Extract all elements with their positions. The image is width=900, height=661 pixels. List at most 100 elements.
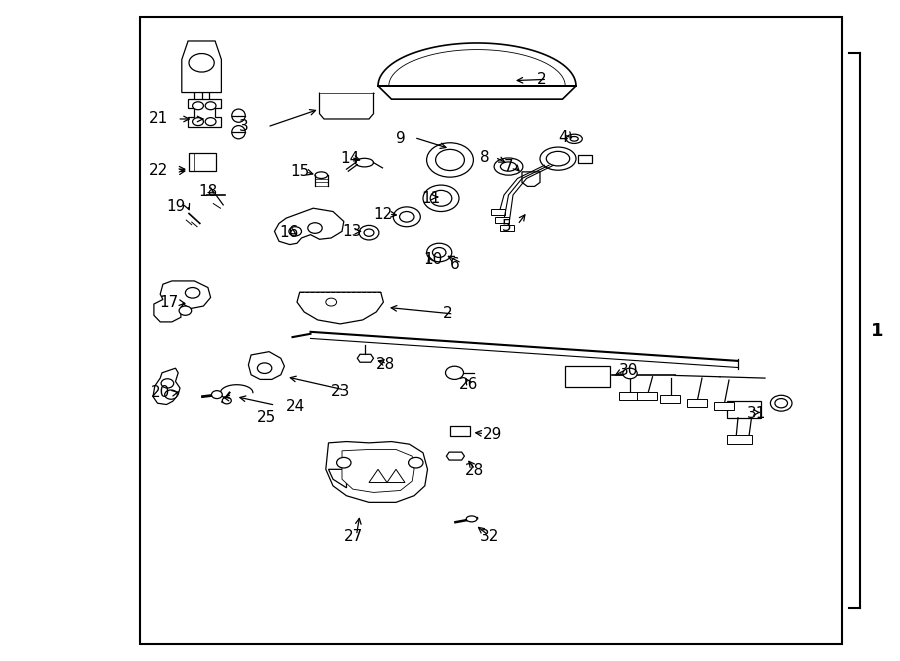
Circle shape: [222, 397, 231, 404]
Circle shape: [193, 118, 203, 126]
Text: 3: 3: [238, 120, 248, 134]
Circle shape: [179, 306, 192, 315]
Text: 9: 9: [396, 132, 406, 146]
Text: 32: 32: [480, 529, 500, 544]
Bar: [687, 399, 707, 407]
Ellipse shape: [400, 212, 414, 222]
Text: 31: 31: [747, 406, 767, 420]
Bar: [727, 401, 761, 418]
Bar: [450, 426, 470, 436]
Polygon shape: [297, 292, 383, 324]
Ellipse shape: [500, 162, 517, 171]
Bar: [495, 217, 509, 223]
Text: 27: 27: [344, 529, 363, 544]
Ellipse shape: [232, 126, 245, 139]
Ellipse shape: [436, 149, 464, 171]
Polygon shape: [274, 208, 344, 245]
Text: 23: 23: [331, 384, 351, 399]
Text: 4: 4: [558, 130, 568, 145]
Polygon shape: [188, 99, 220, 127]
Ellipse shape: [427, 243, 452, 262]
Circle shape: [161, 379, 174, 388]
Ellipse shape: [546, 151, 570, 166]
Text: 19: 19: [166, 199, 186, 214]
Ellipse shape: [232, 109, 245, 122]
Text: 13: 13: [342, 224, 362, 239]
Text: 28: 28: [376, 358, 395, 372]
Text: 11: 11: [421, 191, 440, 206]
Circle shape: [623, 368, 637, 379]
Polygon shape: [182, 41, 221, 93]
Ellipse shape: [432, 247, 446, 257]
Ellipse shape: [430, 190, 452, 206]
Polygon shape: [328, 469, 346, 488]
Text: 10: 10: [423, 252, 442, 266]
Text: 15: 15: [291, 165, 310, 179]
Circle shape: [205, 102, 216, 110]
Ellipse shape: [315, 172, 328, 178]
Text: 28: 28: [465, 463, 484, 478]
Bar: [500, 225, 514, 231]
Circle shape: [189, 54, 214, 72]
Text: 2: 2: [443, 307, 453, 321]
Polygon shape: [248, 352, 284, 379]
Bar: [189, 153, 216, 171]
Text: 21: 21: [148, 112, 167, 126]
Bar: [565, 366, 610, 387]
Ellipse shape: [540, 147, 576, 170]
Bar: [491, 209, 505, 215]
Bar: [714, 402, 734, 410]
Text: 12: 12: [374, 208, 392, 222]
Text: 16: 16: [279, 225, 299, 240]
Circle shape: [326, 298, 337, 306]
Text: 30: 30: [619, 363, 639, 377]
Circle shape: [775, 399, 788, 408]
Text: 7: 7: [504, 159, 514, 174]
Ellipse shape: [494, 158, 523, 175]
Polygon shape: [153, 368, 180, 405]
Circle shape: [337, 457, 351, 468]
Ellipse shape: [566, 134, 582, 143]
Circle shape: [257, 363, 272, 373]
Ellipse shape: [393, 207, 420, 227]
Text: 1: 1: [871, 321, 884, 340]
Polygon shape: [357, 354, 374, 362]
Circle shape: [308, 223, 322, 233]
Circle shape: [409, 457, 423, 468]
Ellipse shape: [427, 143, 473, 177]
Circle shape: [193, 102, 203, 110]
Bar: [637, 392, 657, 400]
Text: 25: 25: [256, 410, 275, 425]
Text: 18: 18: [198, 184, 217, 199]
Circle shape: [289, 227, 302, 236]
Text: 17: 17: [159, 295, 178, 310]
Text: 20: 20: [151, 385, 170, 400]
Text: 29: 29: [483, 428, 503, 442]
Ellipse shape: [571, 136, 578, 141]
Text: 22: 22: [148, 163, 167, 178]
Polygon shape: [154, 281, 211, 322]
Bar: [140, 17, 842, 644]
Bar: [578, 155, 592, 163]
Circle shape: [185, 288, 200, 298]
Polygon shape: [446, 452, 464, 460]
Circle shape: [212, 391, 222, 399]
Ellipse shape: [423, 185, 459, 212]
Ellipse shape: [466, 516, 477, 522]
Circle shape: [770, 395, 792, 411]
Text: 5: 5: [502, 219, 512, 233]
Bar: [660, 395, 680, 403]
Polygon shape: [378, 43, 576, 99]
Text: 14: 14: [340, 151, 359, 166]
Ellipse shape: [356, 159, 373, 167]
Text: 8: 8: [480, 150, 490, 165]
Text: 2: 2: [536, 72, 546, 87]
Ellipse shape: [364, 229, 374, 236]
Text: 26: 26: [459, 377, 479, 392]
Bar: [727, 435, 752, 444]
Polygon shape: [326, 442, 428, 502]
Polygon shape: [522, 172, 540, 186]
Polygon shape: [320, 93, 374, 119]
Circle shape: [446, 366, 464, 379]
Text: 24: 24: [286, 399, 305, 414]
